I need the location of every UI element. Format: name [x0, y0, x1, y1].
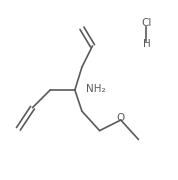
Text: Cl: Cl	[141, 18, 152, 28]
Text: H: H	[143, 39, 150, 49]
Text: NH₂: NH₂	[86, 84, 106, 94]
Text: O: O	[117, 113, 125, 123]
